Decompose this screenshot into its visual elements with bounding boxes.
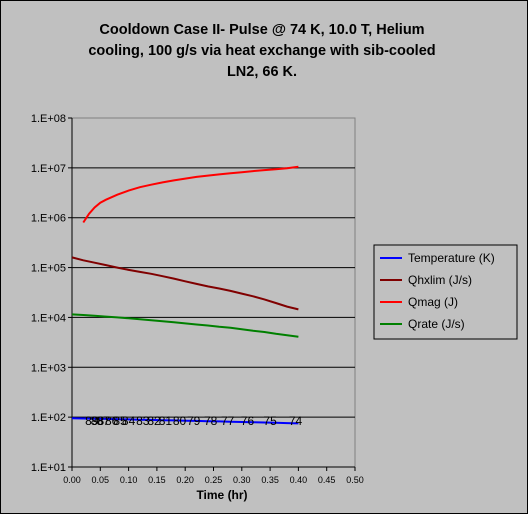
series-lines: [71, 165, 299, 425]
data-label: 85: [113, 414, 127, 428]
legend: Temperature (K) Qhxlim (J/s) Qmag (J) Qrate…: [373, 244, 518, 340]
data-label: 89: [85, 414, 99, 428]
y-tick-label: 1.E+01: [31, 462, 66, 474]
series-line-qmag-j: [82, 165, 299, 224]
y-tick-label: 1.E+06: [31, 213, 66, 225]
y-tick-label: 1.E+04: [31, 312, 66, 324]
legend-label: Qmag (J): [408, 295, 458, 309]
data-label: 83: [136, 414, 150, 428]
data-label: 75: [263, 414, 277, 428]
x-tick-label: 0.05: [92, 475, 110, 485]
data-label: 88: [91, 414, 105, 428]
y-axis-ticks: 1.E+01 1.E+02 1.E+03 1.E+04 1.E+05 1.E+06 1.E+…: [31, 113, 72, 474]
data-label: 78: [204, 414, 218, 428]
x-tick-label: 0.20: [176, 475, 194, 485]
data-label: 77: [221, 414, 235, 428]
data-label: 84: [122, 414, 136, 428]
legend-label: Temperature (K): [408, 251, 495, 265]
y-tick-label: 1.E+03: [31, 362, 66, 374]
legend-items: Temperature (K) Qhxlim (J/s) Qmag (J) Qrate…: [380, 251, 495, 331]
y-tick-label: 1.E+07: [31, 163, 66, 175]
series-line-qhxlim-j-s: [71, 256, 299, 311]
data-label: 76: [241, 414, 255, 428]
legend-label: Qhxlim (J/s): [408, 273, 472, 287]
y-tick-label: 1.E+05: [31, 263, 66, 275]
legend-label: Qrate (J/s): [408, 317, 465, 331]
x-tick-label: 0.25: [205, 475, 223, 485]
chart-title-line-3: LN2, 66 K.: [227, 64, 297, 80]
chart-title-line-2: cooling, 100 g/s via heat exchange with …: [88, 43, 435, 59]
data-label: 80: [173, 414, 187, 428]
chart-title-line-1: Cooldown Case II- Pulse @ 74 K, 10.0 T, …: [99, 22, 424, 38]
y-tick-label: 1.E+02: [31, 412, 66, 424]
data-label: 81: [159, 414, 173, 428]
x-axis-label: Time (hr): [196, 488, 247, 502]
x-tick-label: 0.30: [233, 475, 251, 485]
x-tick-label: 0.35: [261, 475, 279, 485]
y-tick-label: 1.E+08: [31, 113, 66, 125]
data-label: 82: [147, 414, 161, 428]
data-label: 79: [187, 414, 201, 428]
x-tick-label: 0.40: [290, 475, 308, 485]
x-tick-label: 0.00: [63, 475, 81, 485]
series-line-temperature-k: [71, 417, 299, 425]
x-tick-label: 0.15: [148, 475, 166, 485]
series-line-qrate-j-s: [71, 313, 299, 338]
chart-title: Cooldown Case II- Pulse @ 74 K, 10.0 T, …: [88, 22, 435, 80]
data-label: 86: [105, 414, 119, 428]
data-label: 87: [96, 414, 110, 428]
data-label: 74: [289, 414, 303, 428]
x-tick-label: 0.50: [346, 475, 364, 485]
x-tick-label: 0.10: [120, 475, 138, 485]
x-axis-ticks: 0.00 0.05 0.10 0.15 0.20 0.25 0.30 0.35 0.40 0.45…: [63, 467, 364, 485]
x-tick-label: 0.45: [318, 475, 336, 485]
